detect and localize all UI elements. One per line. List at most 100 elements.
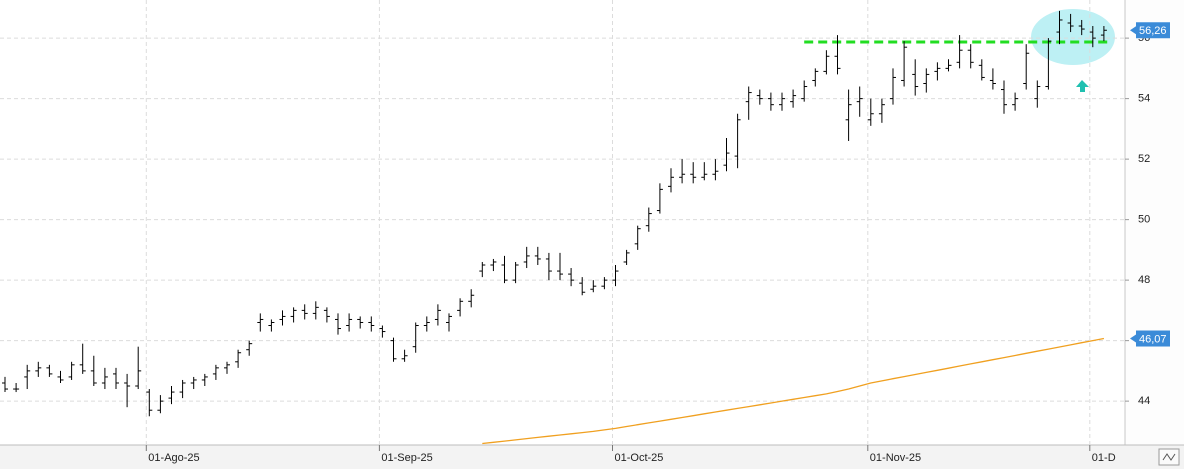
- ohlc-bar: [801, 80, 808, 102]
- scroll-icon: [1162, 453, 1176, 461]
- ohlc-bar: [446, 313, 452, 332]
- ohlc-bar: [845, 89, 852, 141]
- ohlc-bar: [745, 86, 752, 120]
- ohlc-bar: [224, 361, 230, 374]
- ohlc-bar: [168, 386, 175, 405]
- ohlc-bar: [690, 162, 697, 184]
- ohlc-bar: [545, 252, 552, 281]
- ohlc-bar: [301, 304, 308, 320]
- y-tick-label: 54: [1138, 93, 1150, 105]
- ohlc-bar: [1023, 44, 1030, 90]
- ohlc-bar: [912, 59, 919, 96]
- ohlc-bar: [756, 89, 763, 105]
- ohlc-bar: [1012, 92, 1019, 111]
- price-tag-label: 56,26: [1139, 25, 1167, 37]
- x-tick-label: 01-D: [1092, 452, 1116, 464]
- ohlc-bar: [934, 62, 941, 81]
- ohlc-bar: [68, 361, 75, 380]
- ohlc-bar: [501, 255, 508, 284]
- ohlc-bar: [790, 89, 797, 108]
- ohlc-bar: [890, 68, 896, 105]
- ohlc-bar: [323, 307, 330, 323]
- x-axis-area: [0, 445, 1184, 469]
- ohlc-bar: [13, 382, 20, 393]
- ohlc-bar: [834, 35, 841, 75]
- ohlc-bar: [557, 252, 563, 281]
- ohlc-bar: [967, 44, 974, 69]
- price-tag-label: 46,07: [1139, 333, 1167, 345]
- x-tick-label: 01-Ago-25: [148, 452, 199, 464]
- ohlc-bar: [24, 364, 31, 390]
- ohlc-bar: [923, 68, 930, 93]
- price-tag-pointer: [1130, 334, 1136, 343]
- ohlc-bar: [668, 168, 674, 193]
- ohlc-bar: [279, 310, 286, 326]
- ohlc-bar: [612, 265, 619, 287]
- ohlc-bar: [468, 289, 475, 308]
- ohlc-bar: [79, 343, 86, 374]
- ohlc-bar: [856, 86, 863, 117]
- y-tick-label: 44: [1138, 395, 1150, 407]
- ohlc-bar: [113, 367, 119, 390]
- x-tick-label: 01-Oct-25: [615, 452, 664, 464]
- ohlc-bar: [124, 373, 131, 408]
- ohlc-bar: [368, 316, 375, 332]
- ohlc-bar: [434, 304, 441, 326]
- ohlc-bar: [989, 68, 996, 90]
- highlight-arrow: [1076, 80, 1089, 92]
- ohlc-bar: [767, 92, 774, 111]
- ohlc-bar: [634, 225, 641, 250]
- y-tick-label: 48: [1138, 274, 1150, 286]
- ohlc-bar: [701, 162, 708, 181]
- ohlc-bar: [135, 346, 142, 390]
- ohlc-bar: [534, 246, 541, 266]
- ohlc-bar: [878, 98, 885, 123]
- price-tag: [1136, 22, 1170, 39]
- ohlc-bar: [723, 137, 730, 172]
- ohlc-bar: [945, 59, 952, 72]
- ohlc-bar: [1045, 38, 1052, 90]
- ohlc-bar: [412, 322, 419, 353]
- ohlc-bar: [201, 373, 208, 387]
- ohlc-bar: [335, 313, 341, 335]
- ohlc-bar: [57, 370, 64, 383]
- ohlc-bar: [568, 268, 575, 287]
- ohlc-bar: [956, 35, 963, 69]
- ohlc-bar: [1001, 80, 1007, 114]
- ohlc-bar: [978, 59, 985, 81]
- ohlc-bar: [590, 280, 597, 293]
- ohlc-bar: [490, 258, 497, 272]
- ohlc-bar: [679, 159, 686, 184]
- ohlc-bar: [1078, 19, 1085, 36]
- ohlc-bar: [257, 313, 264, 332]
- ohlc-bar: [812, 68, 819, 87]
- ohlc-bar: [867, 98, 874, 126]
- price-tag-pointer: [1130, 26, 1136, 35]
- price-tag: [1136, 330, 1170, 347]
- ohlc-bar: [379, 325, 386, 338]
- plot-layer: 4446485052545601-Ago-2501-Sep-2501-Oct-2…: [0, 0, 1170, 464]
- ohlc-bar: [823, 50, 830, 75]
- ohlc-bar: [734, 113, 741, 169]
- ohlc-bar: [268, 319, 275, 332]
- ohlc-bar: [346, 313, 353, 332]
- ohlc-bar: [390, 337, 397, 362]
- ohlc-bar: [35, 361, 42, 377]
- ohlc-bar: [90, 355, 97, 387]
- ohlc-bar: [2, 376, 8, 393]
- ohlc-bar: [157, 395, 164, 414]
- x-tick-label: 01-Sep-25: [381, 452, 432, 464]
- ohlc-bar: [179, 379, 186, 399]
- x-tick-label: 01-Nov-25: [870, 452, 921, 464]
- ohlc-bar: [357, 316, 364, 329]
- ohlc-bar: [579, 277, 586, 296]
- ohlc-bar: [1034, 80, 1041, 108]
- ohlc-bar: [901, 41, 908, 87]
- ohlc-bar: [46, 364, 53, 377]
- ohlc-bar: [656, 183, 663, 214]
- ohlc-bar: [401, 349, 408, 362]
- ohlc-bar: [479, 261, 486, 278]
- ohlc-bar: [645, 207, 652, 232]
